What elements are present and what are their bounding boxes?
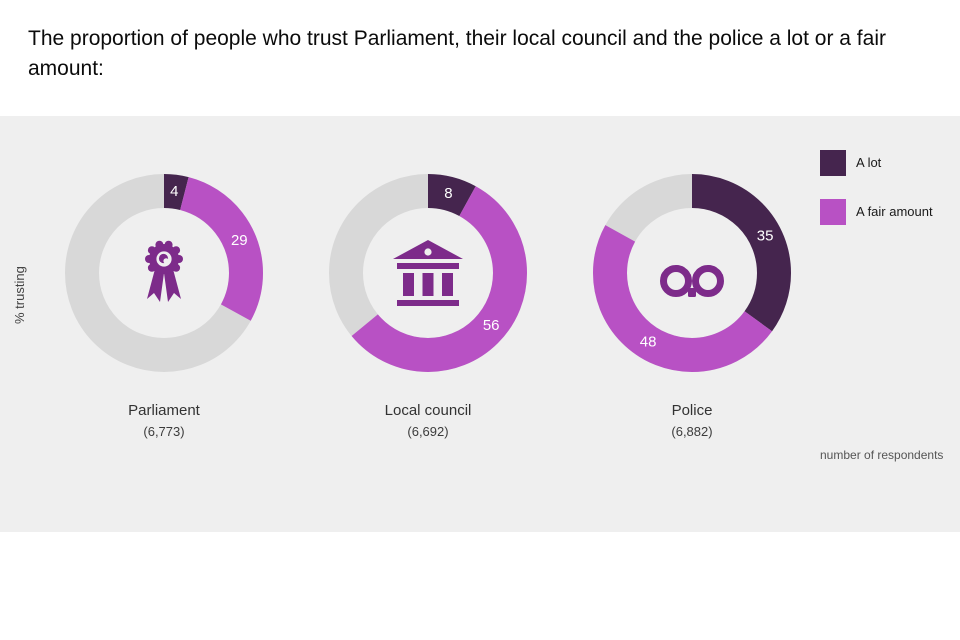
respondents-note: number of respondents	[820, 447, 944, 462]
legend-label-a-fair-amount: A fair amount	[856, 204, 933, 220]
chart-panel: % trusting 4 29 Parliament	[0, 115, 960, 532]
y-axis-label: % trusting	[12, 265, 27, 324]
chart-respondents: (6,882)	[671, 423, 713, 439]
chart-respondents: (6,692)	[407, 423, 449, 439]
donut-segment	[65, 173, 263, 372]
segment-value-label: 4	[170, 183, 178, 200]
page-title: The proportion of people who trust Parli…	[28, 27, 886, 80]
donut-chart-parliament: 4 29	[65, 173, 263, 372]
donut-segment	[329, 173, 527, 372]
rosette-icon	[145, 240, 183, 302]
legend-swatch-a-lot	[820, 149, 846, 176]
donut-segment	[329, 173, 527, 372]
chart-police: 35 48 Police (6,882)	[574, 146, 810, 532]
chart-label: Police	[671, 401, 713, 419]
segment-value-label: 8	[444, 185, 452, 202]
legend-item-a-fair-amount: A fair amount	[820, 198, 950, 225]
legend-and-note: A lot A fair amount number of respondent…	[820, 116, 960, 532]
donut-chart-police: 35 48	[593, 173, 791, 372]
donut-segment	[593, 173, 791, 372]
segment-value-label: 56	[483, 316, 500, 333]
legend-item-a-lot: A lot	[820, 149, 950, 176]
segment-value-label: 48	[640, 333, 657, 350]
charts-row: 4 29 Parliament (6,773) 8 56 Local council…	[46, 116, 810, 532]
donut-segment	[593, 173, 791, 372]
legend-swatch-a-fair-amount	[820, 198, 846, 225]
donut-chart-local-council: 8 56	[329, 173, 527, 372]
segment-value-label: 29	[231, 232, 248, 249]
chart-label: Parliament	[128, 401, 200, 419]
chart-local-council: 8 56 Local council (6,692)	[310, 146, 546, 532]
segment-value-label: 35	[757, 227, 774, 244]
legend-label-a-lot: A lot	[856, 155, 882, 171]
legend: A lot A fair amount	[820, 149, 950, 248]
handcuffs-icon	[660, 264, 724, 297]
chart-label: Local council	[384, 401, 472, 419]
chart-respondents: (6,773)	[143, 423, 185, 439]
chart-parliament: 4 29 Parliament (6,773)	[46, 146, 282, 532]
donut-segment	[65, 173, 263, 372]
bank-icon	[393, 239, 463, 306]
